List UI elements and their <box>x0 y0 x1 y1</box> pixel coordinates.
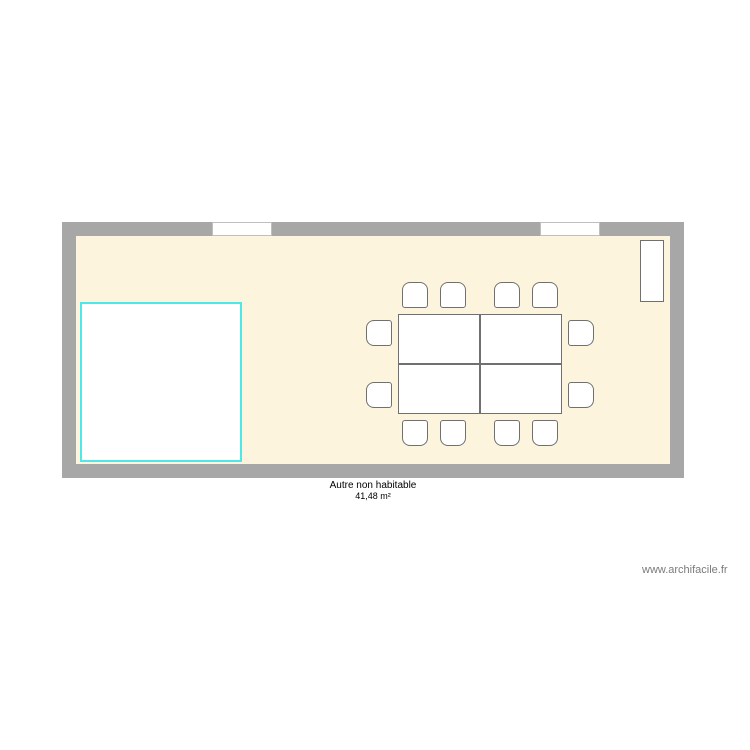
chair-bottom-2 <box>440 420 466 446</box>
cyan-zone <box>80 302 242 462</box>
chair-right-2 <box>568 382 594 408</box>
chair-left-2 <box>366 382 392 408</box>
chair-top-4 <box>532 282 558 308</box>
room-label: Autre non habitable 41,48 m² <box>273 480 473 501</box>
table-cell-bl <box>398 364 480 414</box>
chair-top-1 <box>402 282 428 308</box>
wall-bottom <box>62 464 684 478</box>
chair-top-3 <box>494 282 520 308</box>
chair-left-1 <box>366 320 392 346</box>
chair-right-1 <box>568 320 594 346</box>
wall-left <box>62 222 76 478</box>
cabinet <box>640 240 664 302</box>
window-1 <box>212 222 272 236</box>
floorplan-canvas: Autre non habitable 41,48 m² www.archifa… <box>0 0 750 750</box>
room-label-area: 41,48 m² <box>273 491 473 501</box>
chair-bottom-3 <box>494 420 520 446</box>
table-cell-br <box>480 364 562 414</box>
wall-right <box>670 222 684 478</box>
table-cell-tl <box>398 314 480 364</box>
room-label-name: Autre non habitable <box>273 480 473 491</box>
watermark: www.archifacile.fr <box>642 564 728 576</box>
window-2 <box>540 222 600 236</box>
chair-bottom-4 <box>532 420 558 446</box>
chair-top-2 <box>440 282 466 308</box>
table-cell-tr <box>480 314 562 364</box>
chair-bottom-1 <box>402 420 428 446</box>
